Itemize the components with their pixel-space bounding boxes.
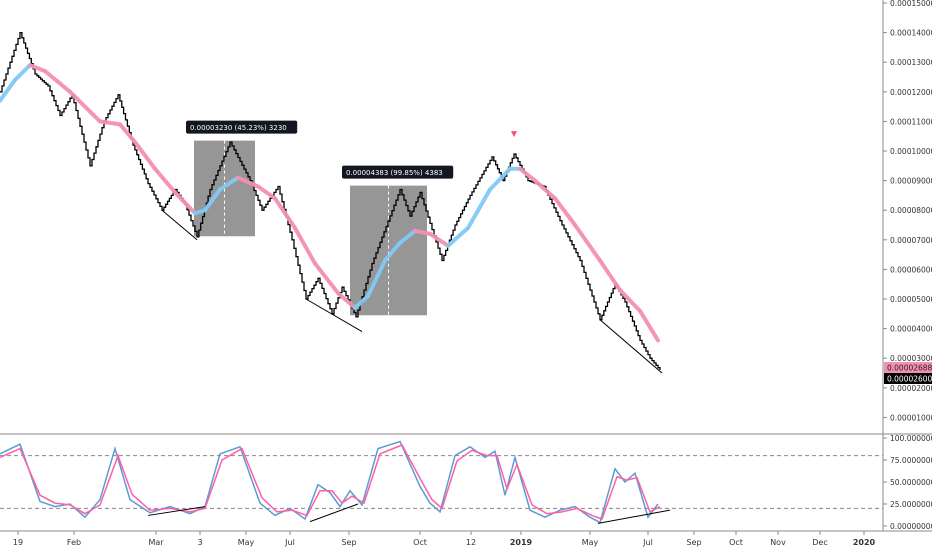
moving-average-segment <box>488 166 512 192</box>
time-tick-label: 2020 <box>853 538 876 547</box>
moving-average-segment <box>573 223 602 263</box>
time-tick-label: Jul <box>642 538 653 547</box>
stoch-d-line <box>0 444 661 520</box>
price-tick-label: 0.00012000 <box>890 88 932 97</box>
measure-label-box <box>186 120 298 134</box>
time-tick-label: Sep <box>686 538 701 547</box>
trendline[interactable] <box>597 509 671 524</box>
price-tick-label: 0.00008000 <box>890 206 932 215</box>
moving-average-segment <box>0 77 17 103</box>
time-tick-label: Jul <box>284 538 295 547</box>
moving-average-segment <box>553 196 577 227</box>
moving-average-segment <box>153 166 177 195</box>
moving-average-segment <box>236 175 260 189</box>
moving-average-segment <box>383 240 402 263</box>
time-tick-label: Oct <box>729 538 743 547</box>
price-tick-label: 0.00009000 <box>890 177 932 186</box>
time-tick-label: 12 <box>466 538 476 547</box>
last-price-labels: 0.00002688 0.00002600 <box>884 362 932 384</box>
last-price-label: 0.00002600 <box>887 375 932 384</box>
moving-average-segment <box>133 140 157 171</box>
series-layer <box>0 31 661 524</box>
moving-average-segment <box>293 225 317 266</box>
last-price-label-box <box>884 373 932 384</box>
price-tick-label: 0.00014000 <box>890 29 932 38</box>
time-tick-label: 2019 <box>510 538 533 547</box>
signal-marker <box>511 131 517 138</box>
price-tick-label: 0.00001000 <box>890 413 932 422</box>
moving-average-segment <box>618 288 642 313</box>
time-tick-label: Mar <box>148 538 164 547</box>
measure-label: 0.00003230 (45.23%) 3230 <box>190 124 287 132</box>
measure-label: 0.00004383 (99.85%) 4383 <box>346 169 443 177</box>
moving-average-segment <box>273 196 297 230</box>
moving-average-segment <box>98 119 122 127</box>
osc-tick-label: 50.00000000 <box>890 478 932 487</box>
last-price-label: 0.00002688 <box>887 364 932 373</box>
moving-average-segment <box>446 225 470 248</box>
price-tick-label: 0.00003000 <box>890 354 932 363</box>
price-tick-label: 0.00006000 <box>890 265 932 274</box>
moving-average-segment <box>313 261 340 296</box>
price-tick-label: 0.00011000 <box>890 117 932 126</box>
moving-average-segment <box>366 258 387 299</box>
time-tick-label: 19 <box>13 538 23 547</box>
price-series-line <box>0 31 661 370</box>
trendlines[interactable] <box>147 209 671 524</box>
moving-average-segment <box>428 231 450 248</box>
price-axis[interactable]: 0.00015000 0.00014000 0.00013000 0.00012000… <box>883 0 932 422</box>
oscillator-axis[interactable]: 100.00000000 75.00000000 50.00000000 25.000… <box>883 434 932 531</box>
moving-average-segment <box>413 228 432 236</box>
osc-tick-label: 0.00000000 <box>890 522 932 531</box>
moving-average-segment <box>173 190 197 216</box>
last-price-label-box <box>884 362 932 373</box>
price-tick-label: 0.00002000 <box>890 384 932 393</box>
trendline[interactable] <box>309 503 359 523</box>
trendline[interactable] <box>599 319 663 374</box>
price-tick-label: 0.00010000 <box>890 147 932 156</box>
time-tick-label: Nov <box>770 538 786 547</box>
markers <box>511 131 517 138</box>
moving-average-segment <box>218 175 240 192</box>
moving-average-segment <box>13 63 32 82</box>
price-tick-label: 0.00015000 <box>890 0 932 8</box>
moving-average-segment <box>43 69 72 94</box>
trendline[interactable] <box>161 209 198 241</box>
moving-average-segment <box>28 63 47 74</box>
moving-average-segment <box>518 166 537 183</box>
time-tick-label: Feb <box>67 538 81 547</box>
time-tick-label: May <box>582 538 599 547</box>
time-tick-label: Dec <box>812 538 827 547</box>
trendline[interactable] <box>147 506 206 516</box>
moving-average-segment <box>118 122 137 145</box>
price-tick-label: 0.00007000 <box>890 236 932 245</box>
measure-label-box <box>342 165 454 179</box>
price-tick-label: 0.00005000 <box>890 295 932 304</box>
osc-tick-label: 75.00000000 <box>890 456 932 465</box>
moving-average-segment <box>256 184 277 201</box>
moving-average-segment <box>533 178 557 201</box>
time-tick-label: 3 <box>197 538 202 547</box>
moving-average-segment <box>398 228 417 245</box>
time-tick-label: Oct <box>413 538 427 547</box>
time-tick-label: Sep <box>341 538 356 547</box>
moving-average-segment <box>336 291 357 310</box>
osc-tick-label: 100.00000000 <box>890 434 932 443</box>
moving-average-segment <box>466 187 492 230</box>
price-tick-label: 0.00013000 <box>890 58 932 67</box>
moving-average-segment <box>598 258 622 293</box>
osc-tick-label: 25.00000000 <box>890 500 932 509</box>
time-tick-label: May <box>238 538 255 547</box>
moving-average-segment <box>638 308 660 343</box>
moving-average-segment <box>68 89 102 124</box>
moving-average-segment <box>203 187 222 213</box>
trendline[interactable] <box>305 298 363 332</box>
moving-average-segment <box>353 294 370 310</box>
price-tick-label: 0.00004000 <box>890 325 932 334</box>
time-axis[interactable]: 19 Feb Mar 3 May Jul Sep Oct 12 2019 May Jul Sep Oct N… <box>13 531 876 547</box>
